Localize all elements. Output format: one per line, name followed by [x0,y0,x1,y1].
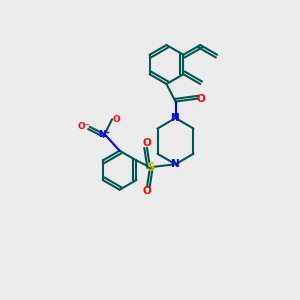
Text: O⁻: O⁻ [78,122,91,131]
Text: O: O [196,94,206,103]
Text: O: O [142,186,152,196]
Text: O: O [113,115,121,124]
Text: N⁺: N⁺ [98,130,111,139]
Text: S: S [146,161,154,174]
Text: N: N [171,159,180,169]
Text: N: N [171,113,180,123]
Text: O: O [142,138,152,148]
